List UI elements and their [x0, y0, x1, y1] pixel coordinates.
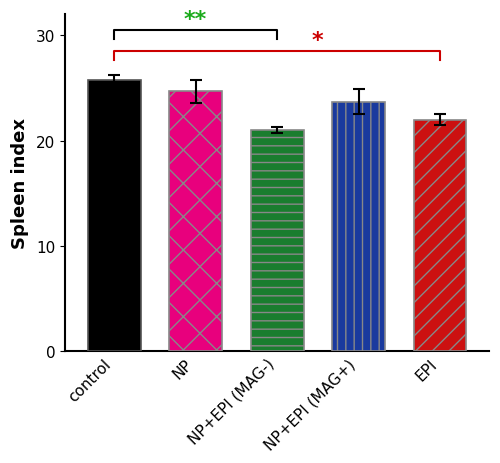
Text: **: **	[184, 10, 207, 30]
Bar	[414, 120, 467, 351]
Bar	[332, 102, 385, 351]
Bar	[250, 131, 304, 351]
Y-axis label: Spleen index: Spleen index	[11, 118, 29, 249]
Text: *: *	[312, 31, 324, 51]
Bar	[88, 81, 141, 351]
Bar	[169, 92, 222, 351]
